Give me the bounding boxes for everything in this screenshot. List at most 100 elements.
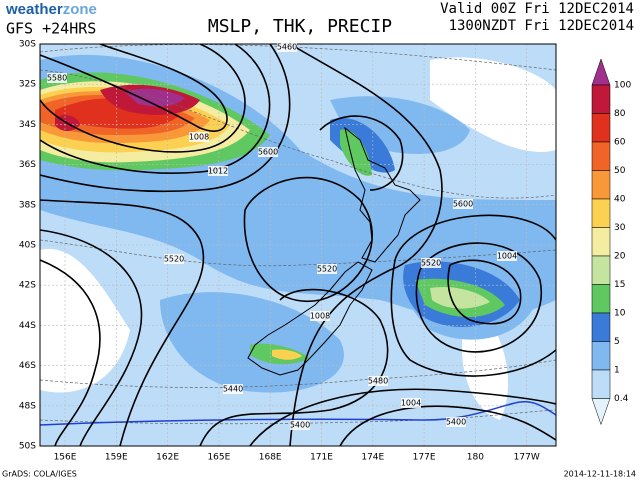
colorbar-swatch [591,284,611,314]
colorbar-label: 60 [614,138,626,148]
colorbar-swatch [591,255,611,285]
colorbar-label: 1 [614,366,620,376]
contour-label: 5520 [164,255,184,264]
logo-right: zone [63,1,97,18]
credit: GrADS: COLA/IGES [2,470,77,479]
colorbar-swatch [591,341,611,371]
longitude-label: 162E [156,453,179,463]
map-frame [39,43,557,447]
colorbar-label: 10 [614,309,626,319]
isobar [249,388,556,446]
contour-label-bg [368,376,388,386]
precip-area [430,57,556,152]
contour-label-bg [189,132,209,142]
contour-label: 5520 [421,259,441,268]
contour-label: 5580 [47,74,67,83]
thickness-5400-line [40,400,556,426]
latitude-label: 36S [19,160,36,170]
timestamp: 2014-12-11-18:14 [564,470,636,479]
thickness-contour [40,239,556,267]
latitude-label: 46S [19,361,36,371]
contour-label: 5440 [223,385,243,394]
contour-label: 5480 [368,377,388,386]
colorbar-cap [591,398,611,426]
colorbar-swatch [591,84,611,114]
isobar [289,44,443,446]
latitude-label: 50S [19,442,36,452]
contour-label-bg [446,417,466,427]
colorbar-swatch [591,369,611,399]
contour-label-bg [258,147,278,157]
isobar [40,229,143,446]
contour-label: 1004 [497,252,517,261]
latitude-label: 34S [19,120,36,130]
logo: weatherzone [5,1,97,18]
latitude-label: 44S [19,321,36,331]
contour-label: 1004 [401,399,421,408]
isobar [40,259,101,446]
contour-label: 5520 [317,265,337,274]
contour-label-bg [401,398,421,408]
colorbar-label: 40 [614,195,626,205]
contour-label-bg [290,420,310,430]
map-area [40,44,556,446]
longitude-label: 171E [310,453,333,463]
latitude-label: 38S [19,200,36,210]
colorbar-label: 50 [614,166,626,176]
colorbar-swatch [591,170,611,200]
isobar [40,199,205,446]
colorbar-label: 15 [614,280,625,290]
latitude-label: 42S [19,281,36,291]
colorbar-label: 100 [614,81,631,91]
contour-label: 5600 [453,200,473,209]
contour-label-bg [310,311,330,321]
precip-area [160,292,344,393]
contour-label-bg [277,42,297,52]
contour-label: 5460 [277,43,297,52]
colorbar-label: 30 [614,223,626,233]
isobar [40,44,246,153]
contour-label-bg [164,254,184,264]
contour-label: 5400 [290,421,310,430]
longitude-label: 165E [207,453,230,463]
isobar [390,214,556,377]
contour-label-bg [47,73,67,83]
contour-label-bg [421,258,441,268]
colorbar-label: 0.4 [614,394,629,404]
colorbar-swatch [591,113,611,143]
latitude-label: 40S [19,241,36,251]
isobar [40,44,228,132]
colorbar-swatch [591,312,611,342]
longitude-label: 177W [514,453,540,463]
contour-label-bg [317,264,337,274]
colorbar-swatch [591,198,611,228]
thickness-contour [40,359,556,388]
longitude-label: 180 [467,453,484,463]
contour-label-bg [453,199,473,209]
colorbar-label: 80 [614,109,626,119]
longitude-label: 177E [413,453,436,463]
thickness-contour [40,69,556,199]
isobar [40,44,291,193]
precip-area [430,286,490,309]
contour-label-bg [223,384,243,394]
latitude-label: 32S [19,80,36,90]
contour-label: 5400 [446,418,466,427]
logo-left: weather [5,1,63,18]
local-time: 1300NZDT Fri 12DEC2014 [449,18,634,34]
colorbar-swatch [591,141,611,171]
colorbar-label: 5 [614,337,620,347]
precip-area [125,88,185,107]
isobar [447,259,522,325]
thickness-contour [40,409,556,425]
contour-label: 1008 [310,312,330,321]
longitude-label: 159E [105,453,128,463]
isobar [40,44,271,174]
contour-label: 5600 [258,148,278,157]
longitude-label: 156E [54,453,77,463]
thickness-contour [40,44,556,71]
precip-area [40,248,130,393]
contour-label: 1008 [189,133,209,142]
latitude-label: 48S [19,401,36,411]
